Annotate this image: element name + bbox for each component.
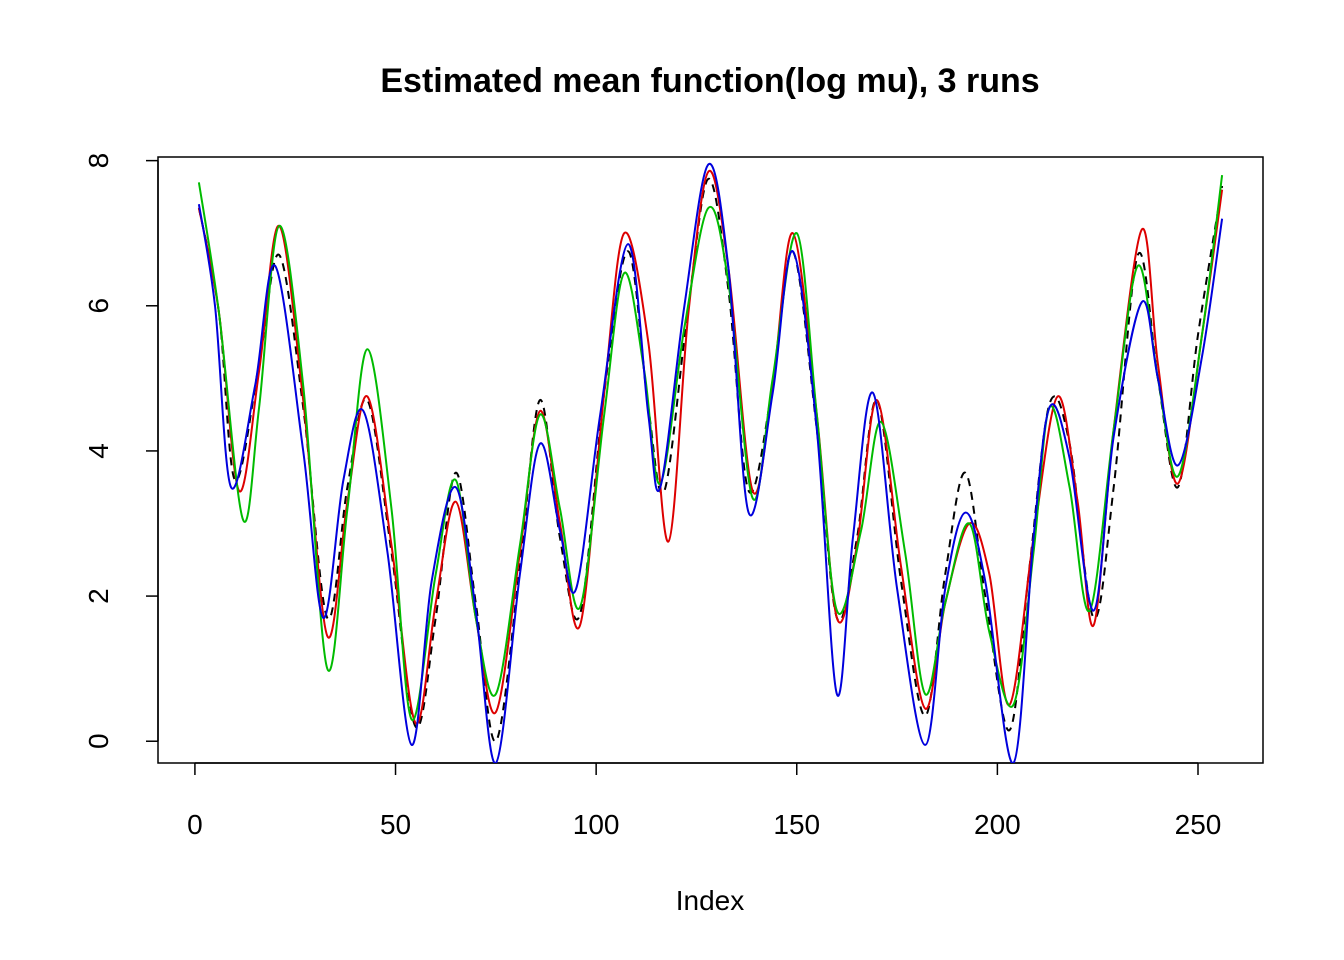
series-layer [197, 162, 1224, 763]
x-axis: 0 50 100 150 200 250 [187, 762, 1222, 840]
y-axis: 0 2 4 6 8 [83, 153, 159, 749]
chart-title: Estimated mean function(log mu), 3 runs [380, 62, 1039, 100]
y-tick-label-6: 6 [83, 298, 114, 314]
series-line-3 [197, 174, 1224, 721]
plot-frame [157, 156, 1264, 764]
x-tick-label-150: 150 [773, 809, 820, 840]
y-tick-label-4: 4 [83, 443, 114, 459]
y-tick-label-0: 0 [83, 733, 114, 749]
series-line-2 [197, 169, 1224, 725]
series-line-4 [197, 162, 1224, 763]
x-tick-label-250: 250 [1175, 809, 1222, 840]
y-tick-label-8: 8 [83, 153, 114, 169]
series-line-1 [197, 177, 1224, 743]
x-tick-label-0: 0 [187, 809, 203, 840]
x-tick-label-50: 50 [380, 809, 411, 840]
x-axis-label: Index [676, 885, 745, 916]
y-tick-label-2: 2 [83, 588, 114, 604]
x-tick-label-200: 200 [974, 809, 1021, 840]
x-tick-label-100: 100 [573, 809, 620, 840]
